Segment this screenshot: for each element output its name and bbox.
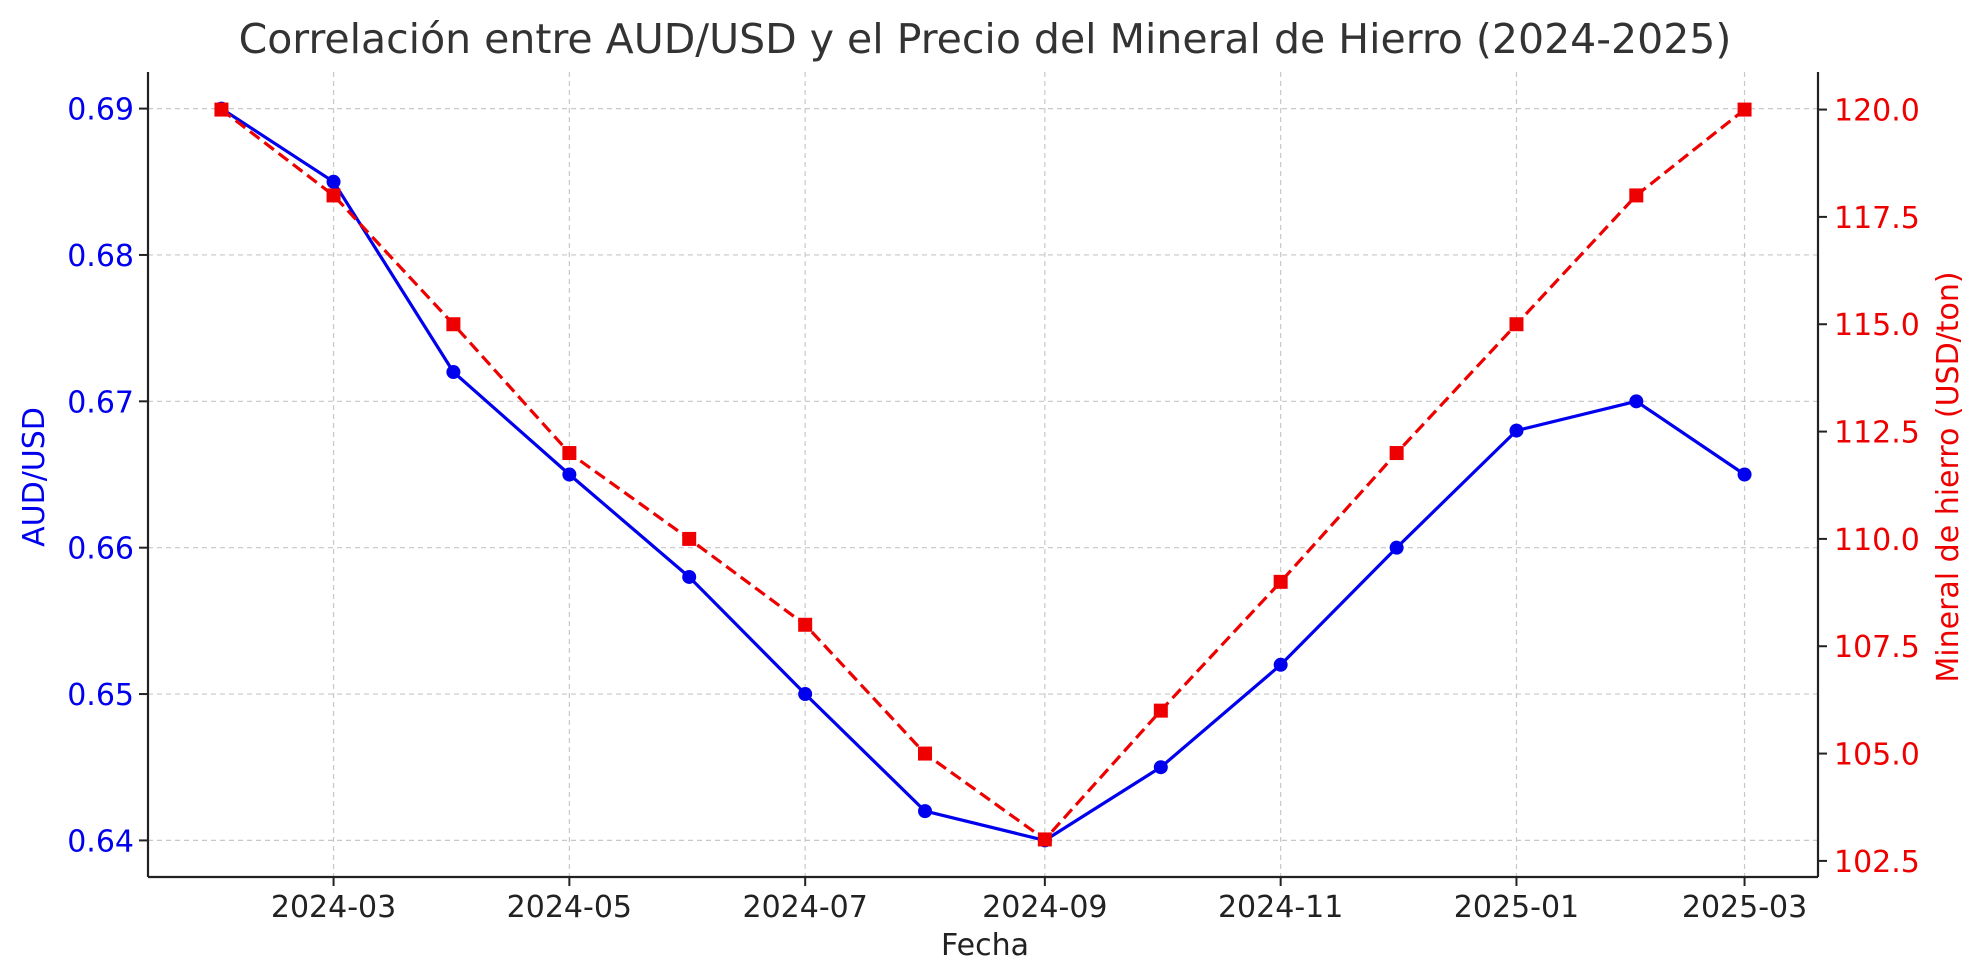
- y-axis-right-label: Mineral de hierro (USD/ton): [1931, 271, 1966, 682]
- iron-ore-point: [214, 102, 229, 117]
- aud-usd-point: [1509, 423, 1524, 438]
- x-tick-label: 2025-03: [1682, 890, 1807, 925]
- aud-usd-point: [682, 569, 697, 584]
- aud-usd-point: [1389, 540, 1404, 555]
- chart-title: Correlación entre AUD/USD y el Precio de…: [239, 15, 1732, 63]
- iron-ore-point: [1273, 574, 1288, 589]
- aud-usd-point: [1629, 394, 1644, 409]
- aud-usd-point: [798, 687, 813, 702]
- y-right-tick-label: 107.5: [1834, 630, 1920, 665]
- aud-usd-point: [326, 174, 341, 189]
- y-right-tick-label: 112.5: [1834, 416, 1920, 451]
- y-right-tick-label: 120.0: [1834, 94, 1920, 129]
- iron-ore-point: [446, 317, 461, 332]
- aud-usd-point: [1153, 760, 1168, 775]
- iron-ore-point: [918, 746, 933, 761]
- x-tick-label: 2024-11: [1218, 890, 1343, 925]
- iron-ore-point: [1629, 188, 1644, 203]
- aud-usd-point: [1737, 467, 1752, 482]
- grid-layer: [148, 72, 1818, 877]
- x-tick-label: 2024-09: [982, 890, 1107, 925]
- y-left-tick-label: 0.65: [67, 678, 134, 713]
- y-left-tick-label: 0.67: [67, 385, 134, 420]
- series-layer: [214, 101, 1752, 848]
- y-right-tick-label: 102.5: [1834, 845, 1920, 880]
- labels-layer: Correlación entre AUD/USD y el Precio de…: [17, 15, 1966, 963]
- x-tick-label: 2024-07: [742, 890, 867, 925]
- axes-layer: 2024-03 2024-05 2024-07 2024-09 2024-11 2025-…: [67, 72, 1920, 925]
- y-right-tick-label: 117.5: [1834, 201, 1920, 236]
- iron-ore-point: [682, 531, 697, 546]
- iron-ore-point: [1153, 703, 1168, 718]
- aud-usd-point: [562, 467, 577, 482]
- aud-usd-point: [1273, 657, 1288, 672]
- iron-ore-point: [326, 188, 341, 203]
- x-tick-label: 2024-03: [271, 890, 396, 925]
- iron-ore-point: [798, 617, 813, 632]
- aud-usd-point: [918, 804, 933, 819]
- y-left-tick-label: 0.68: [67, 239, 134, 274]
- y-left-tick-label: 0.69: [67, 93, 134, 128]
- y-right-tick-label: 105.0: [1834, 738, 1920, 773]
- y-left-tick-label: 0.64: [67, 824, 134, 859]
- x-tick-label: 2024-05: [507, 890, 632, 925]
- iron-ore-series-line: [220, 108, 1746, 842]
- x-tick-label: 2025-01: [1454, 890, 1579, 925]
- x-axis-label: Fecha: [941, 928, 1029, 963]
- y-left-tick-label: 0.66: [67, 532, 134, 567]
- iron-ore-point: [1509, 317, 1524, 332]
- aud-usd-point: [446, 365, 461, 380]
- iron-ore-point: [1389, 446, 1404, 461]
- y-axis-left-label: AUD/USD: [17, 407, 52, 547]
- iron-ore-point: [1037, 832, 1052, 847]
- aud-usd-series-line: [220, 107, 1746, 843]
- y-right-tick-label: 110.0: [1834, 523, 1920, 558]
- iron-ore-point: [1737, 102, 1752, 117]
- iron-ore-point: [562, 446, 577, 461]
- y-right-tick-label: 115.0: [1834, 308, 1920, 343]
